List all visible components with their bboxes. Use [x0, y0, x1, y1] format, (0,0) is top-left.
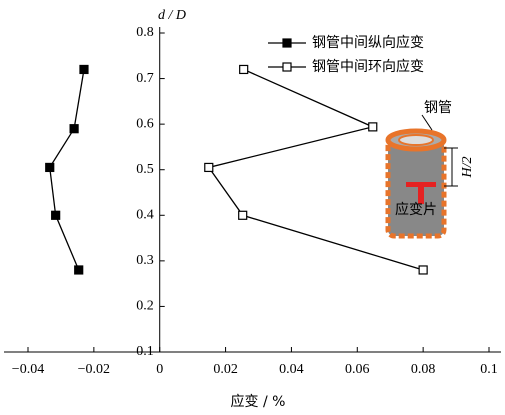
x-tick-label: 0.02	[213, 362, 238, 377]
annotation: 应变片	[395, 201, 437, 218]
data-point	[80, 65, 88, 73]
annotation: 钢管	[424, 100, 452, 116]
data-point	[52, 211, 60, 219]
legend-label: 钢管中间环向应变	[312, 58, 424, 75]
x-tick-label: 0.1	[480, 362, 498, 377]
data-point	[46, 163, 54, 171]
annotation: H/2	[460, 157, 475, 179]
data-point	[240, 65, 248, 73]
chart: 钢管 H/2 应变片 d / D 应变 / % −0.04 −0.02 0 0.02 0…	[0, 0, 505, 415]
y-tick-label: 0.2	[136, 299, 154, 314]
x-tick-label: 0.08	[411, 362, 436, 377]
y-tick-label: 0.1	[136, 344, 154, 359]
x-tick-label: 0.06	[345, 362, 370, 377]
data-point	[239, 211, 247, 219]
data-point	[205, 163, 213, 171]
x-tick-label: −0.04	[12, 362, 44, 377]
legend-label: 钢管中间纵向应变	[312, 34, 424, 51]
x-tick-label: 0	[156, 362, 163, 377]
y-tick-label: 0.6	[136, 116, 154, 131]
data-point	[75, 266, 83, 274]
y-tick-label: 0.8	[136, 25, 154, 40]
series-line	[50, 69, 84, 270]
y-tick-label: 0.4	[136, 208, 154, 223]
legend-marker	[283, 39, 291, 47]
y-tick-label: 0.5	[136, 162, 154, 177]
y-tick-label: 0.7	[136, 71, 154, 86]
x-axis-label: 应变 / %	[231, 393, 286, 410]
x-tick-label: −0.02	[78, 362, 110, 377]
y-axis-label: d / D	[158, 8, 186, 23]
y-tick-label: 0.3	[136, 253, 154, 268]
legend-marker	[283, 63, 291, 71]
data-point	[419, 266, 427, 274]
data-point	[369, 123, 377, 131]
x-tick-label: 0.04	[279, 362, 304, 377]
data-point	[70, 125, 78, 133]
